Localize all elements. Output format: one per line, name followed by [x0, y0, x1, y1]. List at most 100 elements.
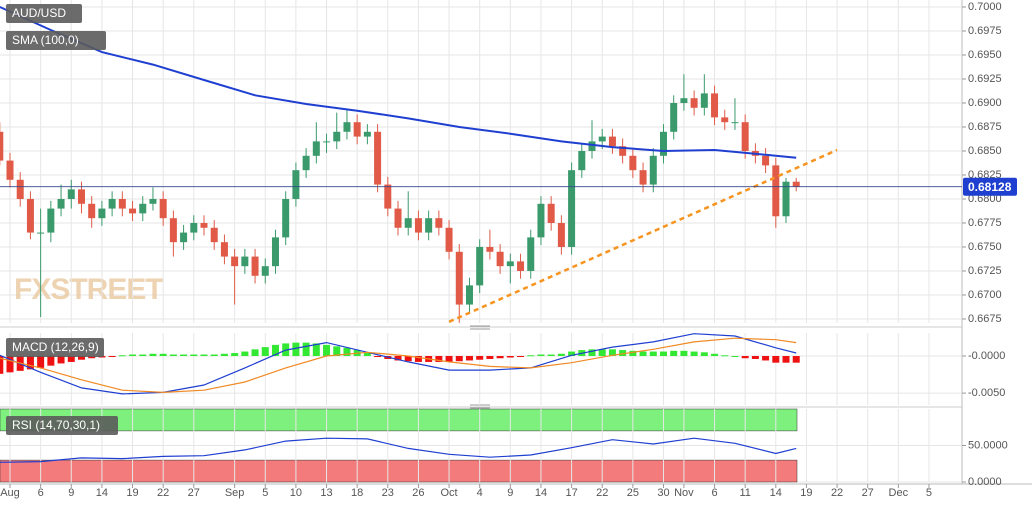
- histogram-bar: [619, 350, 627, 357]
- histogram-bar: [711, 353, 719, 357]
- histogram-bar: [751, 356, 759, 359]
- histogram-bar: [241, 351, 249, 357]
- candle-body: [251, 256, 259, 276]
- histogram-bar: [639, 351, 647, 357]
- y-tick-label: 0.0000: [968, 476, 1002, 488]
- candle-body: [465, 285, 473, 305]
- x-tick-label: 14: [535, 487, 547, 499]
- candle-body: [741, 122, 749, 151]
- y-tick-label: 0.6850: [968, 145, 1002, 157]
- x-tick-label: 19: [126, 487, 138, 499]
- candle-body: [149, 198, 157, 204]
- candle-body: [782, 181, 790, 217]
- x-tick-label: 11: [739, 487, 750, 499]
- histogram-bar: [231, 353, 239, 357]
- x-tick-label: 18: [351, 487, 363, 499]
- histogram-bar: [323, 344, 331, 357]
- candle-body: [292, 170, 300, 199]
- candle-body: [568, 170, 576, 247]
- histogram-bar: [312, 343, 320, 357]
- candle-body: [282, 198, 290, 238]
- histogram-bar: [118, 355, 126, 357]
- histogram-bar: [557, 353, 565, 357]
- histogram-bar: [292, 342, 300, 357]
- histogram-bar: [670, 350, 678, 357]
- line: [0, 337, 797, 394]
- y-tick-label: 0.6700: [968, 289, 1002, 301]
- candle-body: [547, 203, 555, 223]
- candle-body: [435, 218, 443, 228]
- histogram-bar: [169, 354, 177, 357]
- x-tick-label: 27: [862, 487, 874, 499]
- candle-body: [455, 251, 463, 305]
- histogram-bar: [343, 347, 351, 357]
- histogram-bar: [88, 356, 96, 359]
- pane-label: MACD (12,26,9): [12, 340, 99, 354]
- candle-body: [363, 131, 371, 137]
- histogram-bar: [77, 356, 85, 360]
- candle-body: [700, 93, 708, 108]
- candle-body: [159, 198, 167, 219]
- candle-body: [323, 141, 331, 143]
- candle-body: [0, 131, 4, 161]
- line: [448, 148, 838, 323]
- candle-body: [711, 93, 719, 118]
- line: [0, 333, 797, 395]
- histogram-bar: [598, 349, 606, 357]
- histogram-bar: [220, 353, 228, 357]
- pane-label: RSI (14,70,30,1): [12, 418, 100, 432]
- candle-body: [98, 208, 106, 219]
- x-tick-label: Dec: [889, 487, 909, 499]
- x-tick-label: 22: [831, 487, 843, 499]
- x-tick-label: Sep: [225, 487, 245, 499]
- candle-body: [639, 170, 647, 185]
- histogram-bar: [629, 350, 637, 357]
- candle-body: [598, 136, 606, 142]
- y-tick-label: 0.6725: [968, 265, 1002, 277]
- histogram-bar: [251, 349, 259, 357]
- candle-body: [772, 165, 780, 217]
- candle-body: [241, 256, 249, 267]
- candle-body: [190, 222, 198, 233]
- candle-body: [37, 232, 45, 234]
- x-tick-label: 10: [290, 487, 302, 499]
- histogram-bar: [149, 353, 157, 357]
- candle-body: [261, 266, 269, 276]
- band: [0, 408, 798, 432]
- x-tick-label: 23: [382, 487, 394, 499]
- x-tick-label: 17: [565, 487, 577, 499]
- candle-body: [578, 150, 586, 171]
- watermark: FXSTREET: [14, 273, 163, 306]
- candle-body: [302, 155, 310, 171]
- x-tick-label: 14: [770, 487, 782, 499]
- histogram-bar: [394, 356, 402, 361]
- x-tick-label: 27: [188, 487, 200, 499]
- candle-body: [384, 184, 392, 209]
- candle-body: [343, 122, 351, 132]
- pane-label: AUD/USD: [12, 6, 66, 20]
- candle-body: [77, 189, 85, 204]
- x-tick-label: 6: [38, 487, 44, 499]
- candle-body: [6, 160, 14, 180]
- y-tick-label: 0.6775: [968, 217, 1002, 229]
- histogram-bar: [741, 356, 749, 359]
- histogram-bar: [435, 356, 443, 362]
- candle-body: [271, 237, 279, 267]
- histogram-bar: [26, 356, 34, 370]
- candle-body: [129, 208, 137, 214]
- candle-body: [404, 218, 412, 228]
- histogram-bar: [180, 354, 188, 357]
- y-tick-label: 0.6950: [968, 49, 1002, 61]
- histogram-bar: [762, 356, 770, 361]
- candle-body: [231, 256, 239, 267]
- histogram-bar: [782, 356, 790, 363]
- histogram-bar: [680, 350, 688, 357]
- histogram-bar: [200, 354, 208, 357]
- pane-label-box: [6, 31, 106, 50]
- y-tick-label: 0.7000: [968, 1, 1002, 13]
- candle-body: [690, 98, 698, 108]
- x-tick-label: 5: [262, 487, 268, 499]
- histogram-bar: [0, 356, 4, 374]
- histogram-bar: [568, 351, 576, 357]
